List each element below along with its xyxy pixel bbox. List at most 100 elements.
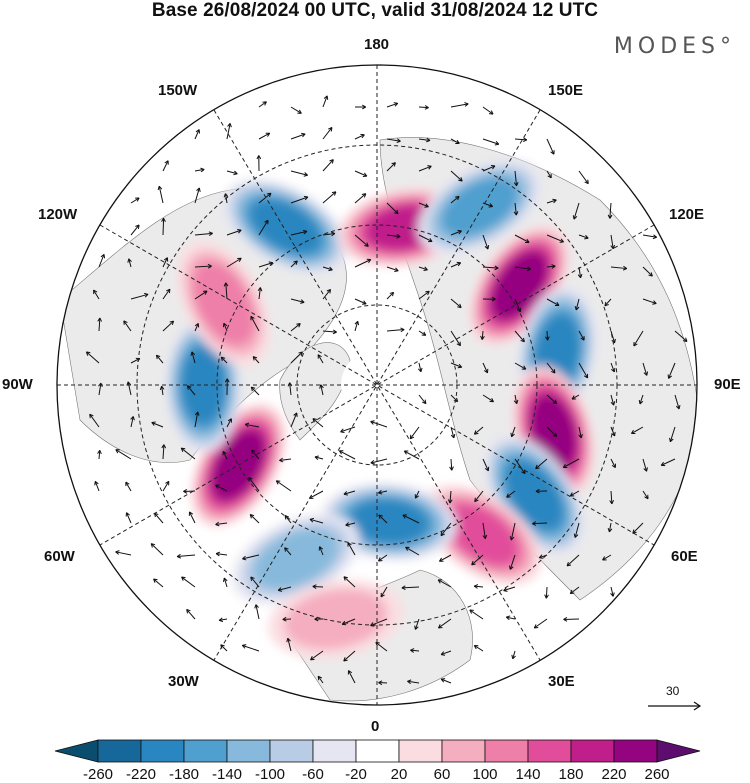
wind-arrow [226,170,238,176]
wind-arrow [573,522,580,538]
wind-arrow [610,586,615,597]
wind-arrow [370,458,388,465]
wind-arrow [569,490,580,497]
wind-arrow [642,490,649,500]
label-30e: 30E [548,673,575,690]
wind-arrow [482,458,490,472]
wind-arrow [309,517,324,524]
wind-arrow [130,416,135,428]
wind-arrow [546,426,558,438]
colorbar-swatch [312,739,357,763]
wind-arrow [194,290,208,300]
wind-arrow [410,648,420,653]
wind-arrow [226,257,242,268]
anomaly-contour [253,529,339,589]
wind-arrow [480,330,485,340]
wind-arrow [286,637,292,652]
wind-arrow [290,106,302,114]
wind-arrow [226,123,232,140]
wind-arrow [162,320,175,332]
wind-arrow [194,167,205,173]
wind-arrow [93,289,100,300]
wind-arrow [450,229,462,236]
wind-arrow [386,266,399,272]
wind-arrow [437,579,452,588]
wind-arrow [546,298,560,307]
wind-arrow [578,426,583,439]
wind-arrow [574,298,580,311]
wind-arrow [215,484,228,492]
wind-arrow [290,412,298,428]
wind-arrow [97,317,103,332]
colorbar-tick-label: 20 [390,766,408,783]
wind-arrow [578,362,589,379]
wind-arrow [511,650,516,660]
wind-arrow [242,554,260,561]
wind-arrow [252,356,260,364]
wind-arrow [256,155,262,172]
colorbar-swatch [355,739,400,763]
wind-arrow [290,260,298,268]
wind-arrow [347,670,356,684]
wind-arrow [194,323,200,332]
wind-arrow [532,521,548,526]
anomaly-contour [442,177,518,236]
anomaly-contour [250,199,322,254]
wind-arrow [546,394,558,405]
wind-arrow [378,489,388,495]
wind-arrow [258,132,271,140]
wind-arrow [440,522,452,537]
wind-arrow [223,282,229,300]
wind-arrow [250,576,260,588]
wind-arrow [290,229,308,236]
wind-arrow [380,586,388,598]
wind-arrow [290,298,305,304]
wind-arrow [97,449,102,460]
wind-arrow [222,322,228,332]
wind-arrow [610,234,616,250]
wind-arrow [354,193,367,204]
wind-arrow [162,257,169,268]
wind-arrow [439,554,452,562]
wind-arrow [250,386,260,396]
wind-arrow [161,444,167,460]
colorbar-tick-label: -180 [168,766,200,783]
wind-arrow [450,170,463,182]
wind-arrow [157,185,164,204]
wind-arrow [482,265,499,271]
colorbar-swatch [183,739,228,763]
wind-arrow [546,138,555,155]
wind-arrow [310,650,324,661]
wind-arrow [533,618,548,629]
wind-arrow [609,490,615,505]
wind-arrow [284,515,292,524]
wind-arrow [473,644,484,652]
wind-arrow [418,137,431,143]
wind-arrow [402,514,420,524]
wind-arrow [322,231,336,237]
wind-arrow [354,258,372,268]
anomaly-contour [181,346,226,424]
wind-arrow [224,378,230,396]
wind-arrow [450,138,460,145]
wind-arrow [244,422,260,428]
wind-arrow [610,458,616,469]
wind-arrow [290,195,309,204]
wind-arrow [150,543,164,556]
wind-arrow [354,170,368,177]
wind-arrow [449,458,454,471]
label-180: 180 [364,36,390,53]
wind-arrow [220,356,228,364]
wind-arrow [386,102,399,108]
colorbar-swatch [570,739,615,763]
wind-arrow [450,261,462,268]
wind-arrow [674,394,681,410]
wind-arrow [354,234,369,247]
wind-arrow [642,266,653,277]
wind-arrow [162,288,171,300]
wind-arrow [546,198,557,204]
wind-arrow [386,138,401,144]
wind-arrow [290,132,306,140]
wind-arrow [322,159,334,172]
